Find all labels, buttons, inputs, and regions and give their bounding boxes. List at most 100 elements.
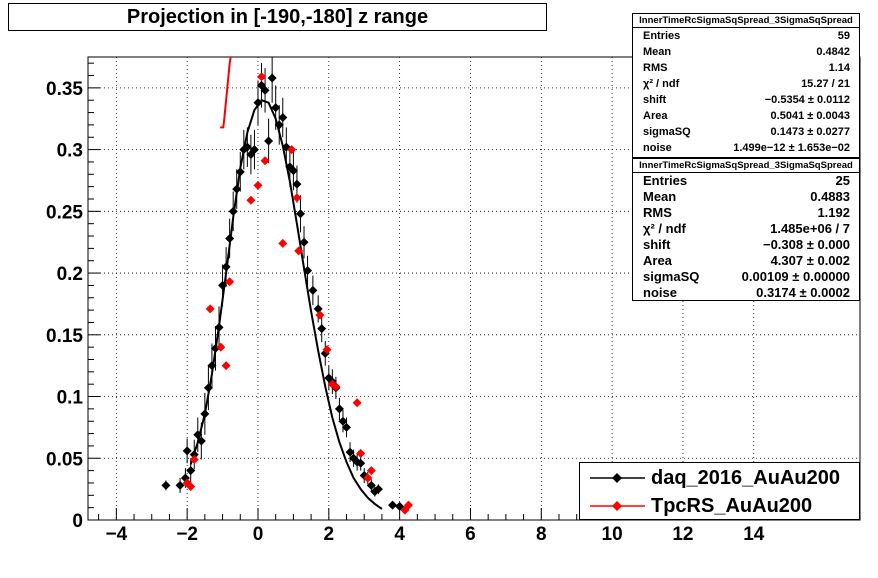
- data-point-daq: [317, 324, 327, 334]
- stats-label: RMS: [643, 62, 668, 74]
- data-point-tpcrs: [221, 361, 231, 371]
- stats-box-daq: InnerTimeRcSigmaSqSpread_3SigmaSqSpread …: [632, 13, 860, 158]
- data-point-daq: [271, 103, 281, 113]
- data-point-daq: [260, 85, 270, 95]
- stats-value: 0.4842: [816, 46, 850, 58]
- stats-label: RMS: [643, 205, 672, 220]
- stats-label: χ² / ndf: [643, 78, 680, 90]
- stats-label: Area: [643, 253, 672, 268]
- data-point-daq: [342, 422, 352, 432]
- data-point-tpcrs: [292, 193, 302, 203]
- data-point-tpcrs: [205, 304, 215, 314]
- stats-box-tpcrs: InnerTimeRcSigmaSqSpread_3SigmaSqSpread …: [632, 158, 860, 301]
- legend-entry-tpcrs: TpcRS_AuAu200: [580, 493, 859, 519]
- x-tick-label: −4: [105, 524, 127, 545]
- stats-label: sigmaSQ: [643, 126, 691, 138]
- stats-row: Area 4.307 ± 0.002: [633, 253, 859, 269]
- y-tick-label: 0.3: [57, 141, 83, 162]
- data-point-daq: [395, 501, 405, 511]
- data-point-daq: [373, 484, 383, 494]
- stats-label: noise: [643, 142, 672, 154]
- y-tick-label: 0.1: [57, 388, 84, 409]
- data-point-daq: [366, 480, 376, 490]
- stats-value: 15.27 / 21: [801, 78, 850, 90]
- stats-value: −0.308 ± 0.000: [762, 237, 850, 252]
- x-tick-label: 4: [394, 524, 405, 545]
- data-point-tpcrs: [331, 382, 341, 392]
- stats-label: Area: [643, 110, 668, 122]
- stats-row: RMS 1.14: [633, 60, 859, 76]
- data-point-tpcrs: [366, 466, 376, 476]
- x-tick-label: 2: [324, 524, 335, 545]
- stats-label: noise: [643, 285, 677, 300]
- stats-value: 0.3174 ± 0.0002: [756, 285, 850, 300]
- data-point-tpcrs: [322, 345, 332, 355]
- data-point-tpcrs: [186, 482, 196, 492]
- stats-label: sigmaSQ: [643, 269, 700, 284]
- stats-value: 1.192: [817, 205, 850, 220]
- data-point-daq: [299, 237, 309, 247]
- data-point-daq: [175, 480, 185, 490]
- x-tick-label: 6: [465, 524, 476, 545]
- stats-row: χ² / ndf 15.27 / 21: [633, 76, 859, 92]
- data-point-tpcrs: [278, 238, 288, 248]
- legend-entry-daq: daq_2016_AuAu200: [580, 465, 859, 491]
- data-point-daq: [203, 383, 213, 393]
- stats-row: Area 0.5041 ± 0.0043: [633, 108, 859, 124]
- data-point-daq: [214, 322, 224, 332]
- stats-label: Entries: [643, 173, 688, 188]
- stats-label: Entries: [643, 30, 681, 42]
- data-point-tpcrs: [363, 473, 373, 483]
- stats-row: sigmaSQ 0.00109 ± 0.00000: [633, 269, 859, 285]
- x-tick-label: −2: [176, 524, 198, 545]
- data-point-tpcrs: [294, 246, 304, 256]
- data-point-daq: [288, 166, 298, 176]
- stats-label: Mean: [643, 46, 672, 58]
- data-point-daq: [334, 404, 344, 414]
- data-point-tpcrs: [403, 500, 413, 510]
- stats-value: 0.1473 ± 0.0277: [770, 126, 850, 138]
- data-point-tpcrs: [352, 398, 362, 408]
- data-point-daq: [345, 447, 355, 457]
- stats-row: noise 1.499e−12 ± 1.653e−02: [633, 140, 859, 156]
- y-tick-label: 0: [72, 511, 83, 532]
- y-tick-label: 0.25: [46, 202, 83, 223]
- x-tick-label: 14: [743, 524, 765, 545]
- stats-label: Mean: [643, 189, 677, 204]
- fit-curve-1: [220, 56, 232, 129]
- data-point-daq: [303, 266, 313, 276]
- x-tick-label: 8: [536, 524, 547, 545]
- stats-row: χ² / ndf 1.485e+06 / 7: [633, 221, 859, 237]
- data-point-daq: [388, 500, 398, 510]
- data-point-daq: [207, 361, 217, 371]
- data-point-tpcrs: [216, 342, 226, 352]
- stats-row: sigmaSQ 0.1473 ± 0.0277: [633, 124, 859, 140]
- data-point-daq: [161, 480, 171, 490]
- data-point-daq: [356, 458, 366, 468]
- data-point-daq: [225, 233, 235, 243]
- y-tick-label: 0.35: [46, 79, 83, 100]
- legend-marker-tpcrs: [590, 501, 645, 511]
- stats-row: Mean 0.4842: [633, 44, 859, 60]
- x-tick-label: 12: [672, 524, 693, 545]
- stats-header: InnerTimeRcSigmaSqSpread_3SigmaSqSpread: [633, 14, 859, 28]
- stats-row: RMS 1.192: [633, 205, 859, 221]
- legend-label-daq: daq_2016_AuAu200: [651, 467, 840, 489]
- data-point-tpcrs: [260, 156, 270, 166]
- stats-row: Entries 25: [633, 173, 859, 189]
- data-point-daq: [232, 184, 242, 194]
- chart-title: Projection in [-190,-180] z range: [8, 3, 547, 31]
- stats-value: 59: [837, 30, 850, 42]
- data-point-daq: [267, 73, 277, 83]
- data-point-daq: [338, 416, 348, 426]
- data-point-daq: [264, 136, 274, 146]
- data-point-daq: [196, 436, 206, 446]
- y-tick-label: 0.2: [57, 264, 83, 285]
- data-point-tpcrs: [246, 195, 256, 205]
- data-point-daq: [253, 98, 263, 108]
- data-point-daq: [221, 262, 231, 272]
- legend-label-tpcrs: TpcRS_AuAu200: [651, 495, 813, 517]
- stats-value: 0.4883: [810, 189, 850, 204]
- stats-value: −0.5354 ± 0.0112: [764, 94, 850, 106]
- data-point-daq: [295, 209, 305, 219]
